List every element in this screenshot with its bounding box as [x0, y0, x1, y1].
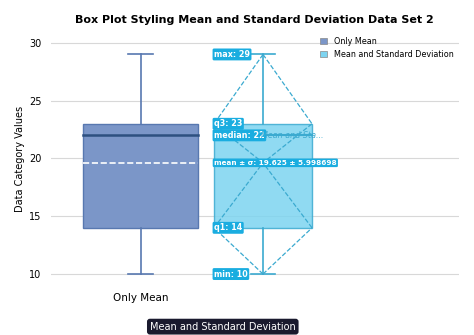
- Text: min: 10: min: 10: [214, 270, 248, 279]
- Legend: Only Mean, Mean and Standard Deviation: Only Mean, Mean and Standard Deviation: [319, 36, 455, 61]
- Text: q1: 14: q1: 14: [214, 223, 242, 232]
- Bar: [214, 124, 312, 228]
- Text: mean ± σ: 19.625 ± 5.998698: mean ± σ: 19.625 ± 5.998698: [214, 160, 337, 166]
- Text: q3: 23: q3: 23: [214, 119, 242, 128]
- Y-axis label: Data Category Values: Data Category Values: [15, 106, 25, 211]
- Text: max: 29: max: 29: [214, 50, 250, 59]
- Text: Mean and Standard Deviation: Mean and Standard Deviation: [150, 322, 296, 332]
- Title: Box Plot Styling Mean and Standard Deviation Data Set 2: Box Plot Styling Mean and Standard Devia…: [75, 15, 434, 25]
- Text: median: 22: median: 22: [214, 131, 265, 140]
- Bar: [83, 124, 198, 228]
- Text: Mean and Sta...: Mean and Sta...: [261, 131, 323, 140]
